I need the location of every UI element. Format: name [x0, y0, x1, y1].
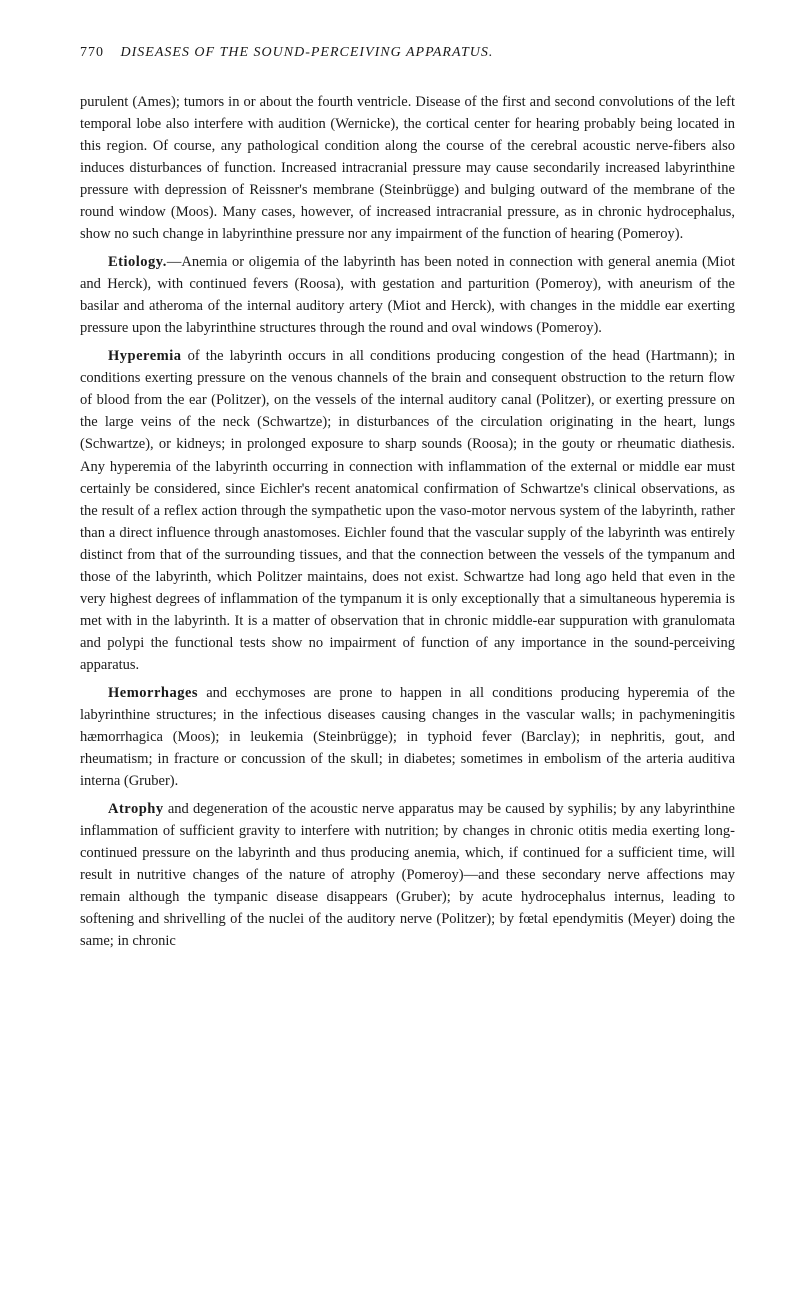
section-heading-etiology: Etiology.: [108, 254, 167, 270]
body-paragraph: purulent (Ames); tumors in or about the …: [80, 91, 735, 245]
header-running-title: DISEASES OF THE SOUND-PERCEIVING APPARAT…: [121, 45, 494, 60]
page-content: 770 DISEASES OF THE SOUND-PERCEIVING APP…: [0, 0, 800, 1013]
paragraph-text: —Anemia or oligemia of the labyrinth has…: [80, 254, 735, 336]
body-paragraph: Hyperemia of the labyrinth occurs in all…: [80, 345, 735, 675]
paragraph-text: of the labyrinth occurs in all condition…: [80, 348, 735, 672]
page-number: 770: [80, 45, 104, 60]
section-heading-atrophy: Atrophy: [108, 801, 164, 817]
section-heading-hyperemia: Hyperemia: [108, 348, 182, 364]
body-paragraph: Atrophy and degeneration of the acoustic…: [80, 798, 735, 952]
section-heading-hemorrhages: Hemorrhages: [108, 685, 198, 701]
page-header: 770 DISEASES OF THE SOUND-PERCEIVING APP…: [80, 45, 735, 61]
paragraph-text: and degeneration of the acoustic nerve a…: [80, 801, 735, 949]
body-paragraph: Etiology.—Anemia or oligemia of the laby…: [80, 251, 735, 339]
body-paragraph: Hemorrhages and ecchymoses are prone to …: [80, 682, 735, 792]
